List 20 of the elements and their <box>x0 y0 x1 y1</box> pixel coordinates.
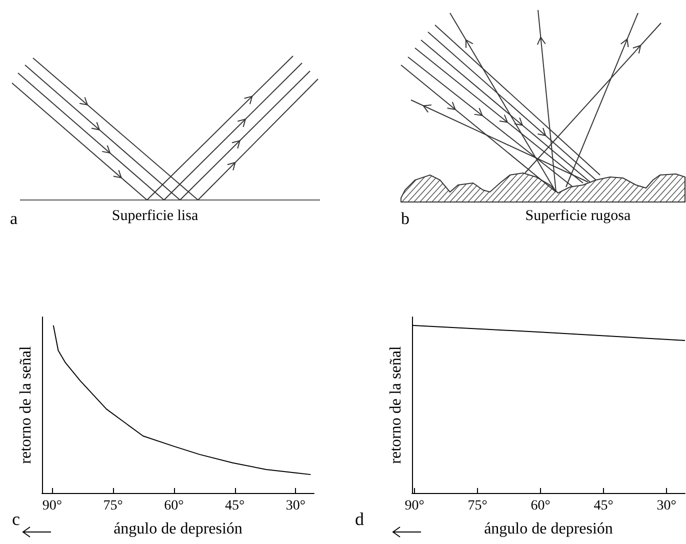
text: b <box>401 209 410 228</box>
x-axis-title: ángulo de depresión <box>484 520 613 538</box>
text: Superficie lisa <box>112 208 198 224</box>
x-axis-title: ángulo de depresión <box>114 520 242 538</box>
x-tick-label: 45° <box>225 498 245 514</box>
x-tick-label: 90° <box>404 498 424 514</box>
y-axis-title: retorno de la señal <box>388 346 404 464</box>
text: a <box>10 209 18 228</box>
text: c <box>12 509 20 529</box>
x-tick-label: 60° <box>164 498 184 514</box>
x-tick-label: 30° <box>656 498 676 514</box>
x-tick-label: 45° <box>594 498 614 514</box>
x-tick-label: 60° <box>530 498 550 514</box>
text: Superficie rugosa <box>525 208 632 224</box>
x-tick-label: 30° <box>286 498 306 514</box>
text: d <box>355 509 364 529</box>
y-axis-title: retorno de la señal <box>18 346 34 464</box>
x-tick-label: 90° <box>42 498 62 514</box>
x-tick-label: 75° <box>103 498 123 514</box>
x-tick-label: 75° <box>468 498 488 514</box>
